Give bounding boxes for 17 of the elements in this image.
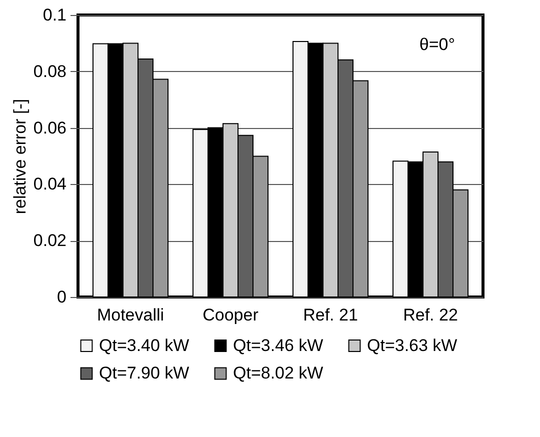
legend-label: Qt=7.90 kW (99, 364, 190, 382)
legend-label: Qt=3.46 kW (233, 336, 324, 355)
x-tick-label: Cooper (202, 306, 259, 324)
y-tick-label: 0.1 (42, 6, 66, 24)
annotation: θ=0° (419, 35, 455, 54)
x-tick-label: Motevalli (96, 306, 164, 324)
legend-label: Qt=3.40 kW (99, 336, 190, 355)
x-tick-label: Ref. 22 (403, 306, 458, 324)
x-tick-label: Ref. 21 (303, 306, 358, 324)
legend-label: Qt=3.63 kW (367, 336, 458, 355)
y-tick-label: 0.04 (33, 174, 66, 194)
y-tick-label: 0.02 (33, 231, 66, 250)
y-tick-label: 0.06 (33, 118, 66, 138)
legend-label: Qt=8.02 kW (233, 364, 324, 382)
y-axis-title: relative error [-] (10, 98, 30, 214)
y-tick-label: 0.08 (33, 62, 66, 81)
y-tick-label: 0 (57, 288, 66, 306)
